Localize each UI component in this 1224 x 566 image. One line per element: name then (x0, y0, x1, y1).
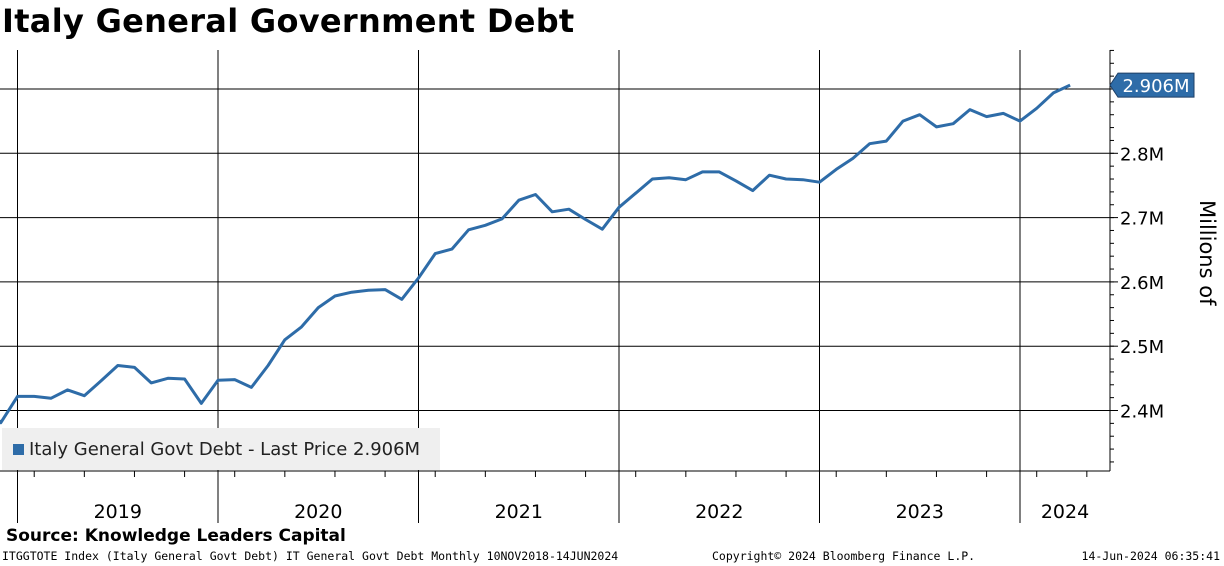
labels: 2.4M 2.5M 2.6M 2.7M 2.8M 2019 2020 2021 2022 2023… (94, 72, 1219, 523)
y-axis-title: Millions of (1195, 200, 1219, 306)
x-tick-label: 2021 (495, 501, 543, 523)
series-layer (0, 83, 1071, 425)
axes (0, 49, 1118, 477)
x-tick-label: 2024 (1041, 501, 1089, 523)
x-tick-label: 2023 (896, 501, 944, 523)
source-note: Source: Knowledge Leaders Capital (6, 526, 346, 546)
y-tick-label: 2.7M (1120, 209, 1164, 230)
y-tick-label: 2.4M (1120, 402, 1164, 423)
last-value-label: 2.906M (1122, 76, 1189, 97)
x-tick-label: 2022 (695, 501, 743, 523)
legend-swatch (13, 443, 24, 455)
y-tick-label: 2.6M (1120, 273, 1164, 294)
footer-ticker-info: ITGGTOTE Index (Italy General Govt Debt)… (2, 549, 619, 563)
footer-timestamp: 14-Jun-2024 06:35:41 (1081, 549, 1220, 563)
y-tick-label: 2.5M (1120, 337, 1164, 358)
y-tick-label: 2.8M (1120, 144, 1164, 165)
grid (0, 50, 1110, 523)
legend: Italy General Govt Debt - Last Price 2.9… (2, 428, 440, 470)
last-value-tag: 2.906M (1109, 72, 1195, 98)
chart-title: Italy General Government Debt (2, 2, 575, 40)
x-tick-label: 2020 (294, 501, 342, 523)
series-line (0, 83, 1071, 425)
last-value-badge (1109, 72, 1195, 98)
footer-copyright: Copyright© 2024 Bloomberg Finance L.P. (712, 549, 976, 563)
x-tick-label: 2019 (94, 501, 142, 523)
legend-label: Italy General Govt Debt - Last Price 2.9… (29, 438, 421, 460)
